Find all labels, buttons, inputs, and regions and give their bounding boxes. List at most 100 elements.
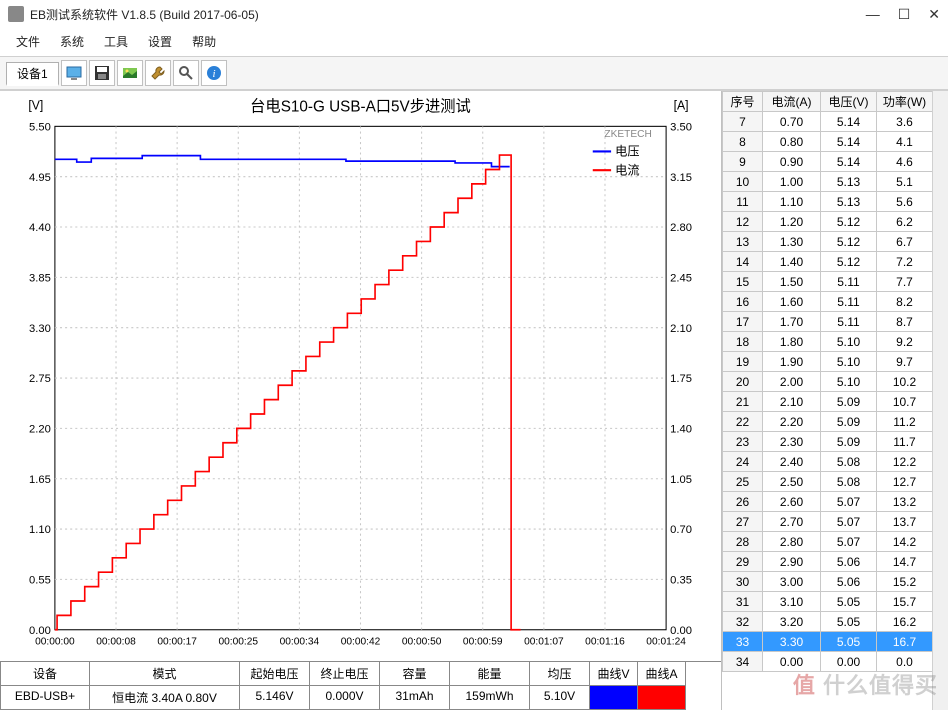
svg-text:00:00:17: 00:00:17 (157, 636, 197, 647)
svg-text:00:00:50: 00:00:50 (402, 636, 442, 647)
summary-cell: 0.000V (310, 686, 380, 710)
summary-table: 设备模式起始电压终止电压容量能量均压曲线V曲线A EBD-USB+恒电流 3.4… (0, 661, 721, 710)
table-row[interactable]: 161.605.118.2 (723, 292, 933, 312)
summary-header: 均压 (530, 662, 590, 686)
summary-header: 起始电压 (240, 662, 310, 686)
search-icon[interactable] (173, 60, 199, 86)
table-row[interactable]: 333.305.0516.7 (723, 632, 933, 652)
table-row[interactable]: 141.405.127.2 (723, 252, 933, 272)
svg-text:00:00:25: 00:00:25 (218, 636, 258, 647)
table-row[interactable]: 242.405.0812.2 (723, 452, 933, 472)
table-row[interactable]: 272.705.0713.7 (723, 512, 933, 532)
svg-text:1.10: 1.10 (29, 524, 51, 536)
image-icon[interactable] (117, 60, 143, 86)
summary-cell: EBD-USB+ (0, 686, 90, 710)
svg-text:i: i (212, 68, 215, 80)
table-row[interactable]: 340.000.000.0 (723, 652, 933, 672)
table-row[interactable]: 292.905.0614.7 (723, 552, 933, 572)
table-row[interactable]: 121.205.126.2 (723, 212, 933, 232)
svg-text:00:00:59: 00:00:59 (463, 636, 503, 647)
svg-text:2.80: 2.80 (670, 222, 692, 234)
summary-header: 曲线A (638, 662, 686, 686)
svg-text:00:01:07: 00:01:07 (524, 636, 564, 647)
svg-text:1.75: 1.75 (670, 373, 692, 385)
svg-text:[V]: [V] (28, 98, 43, 112)
minimize-button[interactable]: — (866, 6, 880, 23)
menu-bar: 文件 系统 工具 设置 帮助 (0, 28, 948, 56)
data-table-wrap: 序号电流(A)电压(V)功率(W)70.705.143.680.805.144.… (722, 91, 932, 710)
table-row[interactable]: 202.005.1010.2 (723, 372, 933, 392)
summary-header: 终止电压 (310, 662, 380, 686)
table-row[interactable]: 222.205.0911.2 (723, 412, 933, 432)
table-row[interactable]: 70.705.143.6 (723, 112, 933, 132)
wrench-icon[interactable] (145, 60, 171, 86)
left-panel: 台电S10-G USB-A口5V步进测试 [V] [A] 0.00 0.00 0.55 0.… (0, 91, 722, 710)
table-row[interactable]: 191.905.109.7 (723, 352, 933, 372)
menu-tools[interactable]: 工具 (96, 31, 136, 52)
data-table[interactable]: 序号电流(A)电压(V)功率(W)70.705.143.680.805.144.… (722, 91, 932, 672)
table-row[interactable]: 262.605.0713.2 (723, 492, 933, 512)
device-tab[interactable]: 设备1 (6, 62, 59, 86)
data-header[interactable]: 电压(V) (821, 92, 877, 112)
table-row[interactable]: 101.005.135.1 (723, 172, 933, 192)
save-icon[interactable] (89, 60, 115, 86)
data-header[interactable]: 序号 (723, 92, 763, 112)
scrollbar[interactable] (932, 91, 948, 710)
svg-text:2.10: 2.10 (670, 323, 692, 335)
table-row[interactable]: 313.105.0515.7 (723, 592, 933, 612)
close-button[interactable]: ✕ (928, 6, 940, 23)
menu-help[interactable]: 帮助 (184, 31, 224, 52)
summary-header: 设备 (0, 662, 90, 686)
svg-text:00:01:24: 00:01:24 (646, 636, 686, 647)
menu-file[interactable]: 文件 (8, 31, 48, 52)
monitor-icon[interactable] (61, 60, 87, 86)
svg-text:4.95: 4.95 (29, 172, 51, 184)
table-row[interactable]: 90.905.144.6 (723, 152, 933, 172)
maximize-button[interactable]: ☐ (898, 6, 911, 23)
summary-cell: 31mAh (380, 686, 450, 710)
table-row[interactable]: 80.805.144.1 (723, 132, 933, 152)
table-row[interactable]: 323.205.0516.2 (723, 612, 933, 632)
data-header[interactable]: 功率(W) (877, 92, 933, 112)
svg-text:0.00: 0.00 (670, 625, 692, 637)
menu-system[interactable]: 系统 (52, 31, 92, 52)
summary-cell: 159mWh (450, 686, 530, 710)
table-row[interactable]: 252.505.0812.7 (723, 472, 933, 492)
svg-text:台电S10-G USB-A口5V步进测试: 台电S10-G USB-A口5V步进测试 (250, 98, 471, 116)
table-row[interactable]: 111.105.135.6 (723, 192, 933, 212)
svg-text:5.50: 5.50 (29, 121, 51, 133)
summary-cell (590, 686, 638, 710)
svg-text:3.15: 3.15 (670, 172, 692, 184)
data-header[interactable]: 电流(A) (763, 92, 821, 112)
summary-cell: 5.146V (240, 686, 310, 710)
svg-text:00:00:00: 00:00:00 (35, 636, 75, 647)
info-icon[interactable]: i (201, 60, 227, 86)
svg-text:0.00: 0.00 (29, 625, 51, 637)
table-row[interactable]: 282.805.0714.2 (723, 532, 933, 552)
right-panel: 序号电流(A)电压(V)功率(W)70.705.143.680.805.144.… (722, 91, 948, 710)
table-row[interactable]: 171.705.118.7 (723, 312, 933, 332)
table-row[interactable]: 232.305.0911.7 (723, 432, 933, 452)
summary-header: 能量 (450, 662, 530, 686)
svg-text:[A]: [A] (674, 98, 689, 112)
svg-text:1.65: 1.65 (29, 474, 51, 486)
table-row[interactable]: 212.105.0910.7 (723, 392, 933, 412)
menu-settings[interactable]: 设置 (140, 31, 180, 52)
svg-text:4.40: 4.40 (29, 222, 51, 234)
svg-text:00:00:08: 00:00:08 (96, 636, 136, 647)
toolbar: 设备1 i (0, 56, 948, 90)
table-row[interactable]: 151.505.117.7 (723, 272, 933, 292)
svg-text:2.75: 2.75 (29, 373, 51, 385)
svg-text:00:01:16: 00:01:16 (585, 636, 625, 647)
svg-text:电压: 电压 (615, 144, 639, 158)
app-icon (8, 6, 24, 22)
summary-cell (638, 686, 686, 710)
table-row[interactable]: 181.805.109.2 (723, 332, 933, 352)
svg-text:0.55: 0.55 (29, 574, 51, 586)
svg-text:3.85: 3.85 (29, 272, 51, 284)
summary-header: 模式 (90, 662, 240, 686)
svg-text:2.20: 2.20 (29, 423, 51, 435)
table-row[interactable]: 131.305.126.7 (723, 232, 933, 252)
svg-text:00:00:42: 00:00:42 (341, 636, 381, 647)
table-row[interactable]: 303.005.0615.2 (723, 572, 933, 592)
